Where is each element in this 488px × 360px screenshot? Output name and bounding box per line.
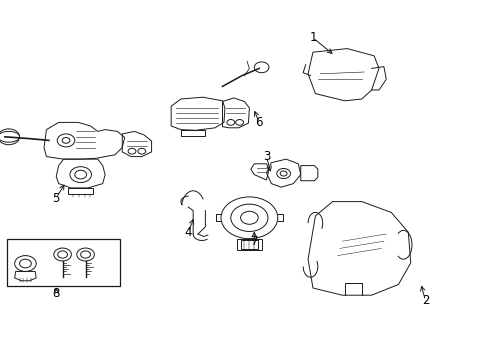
Text: 4: 4 xyxy=(184,226,192,239)
Text: 3: 3 xyxy=(262,150,270,163)
Text: 7: 7 xyxy=(250,235,258,248)
Text: 8: 8 xyxy=(52,287,60,300)
Text: 6: 6 xyxy=(255,116,263,129)
Text: 2: 2 xyxy=(421,294,428,307)
Text: 1: 1 xyxy=(308,31,316,44)
Bar xyxy=(7,239,120,286)
Text: 5: 5 xyxy=(52,192,60,204)
